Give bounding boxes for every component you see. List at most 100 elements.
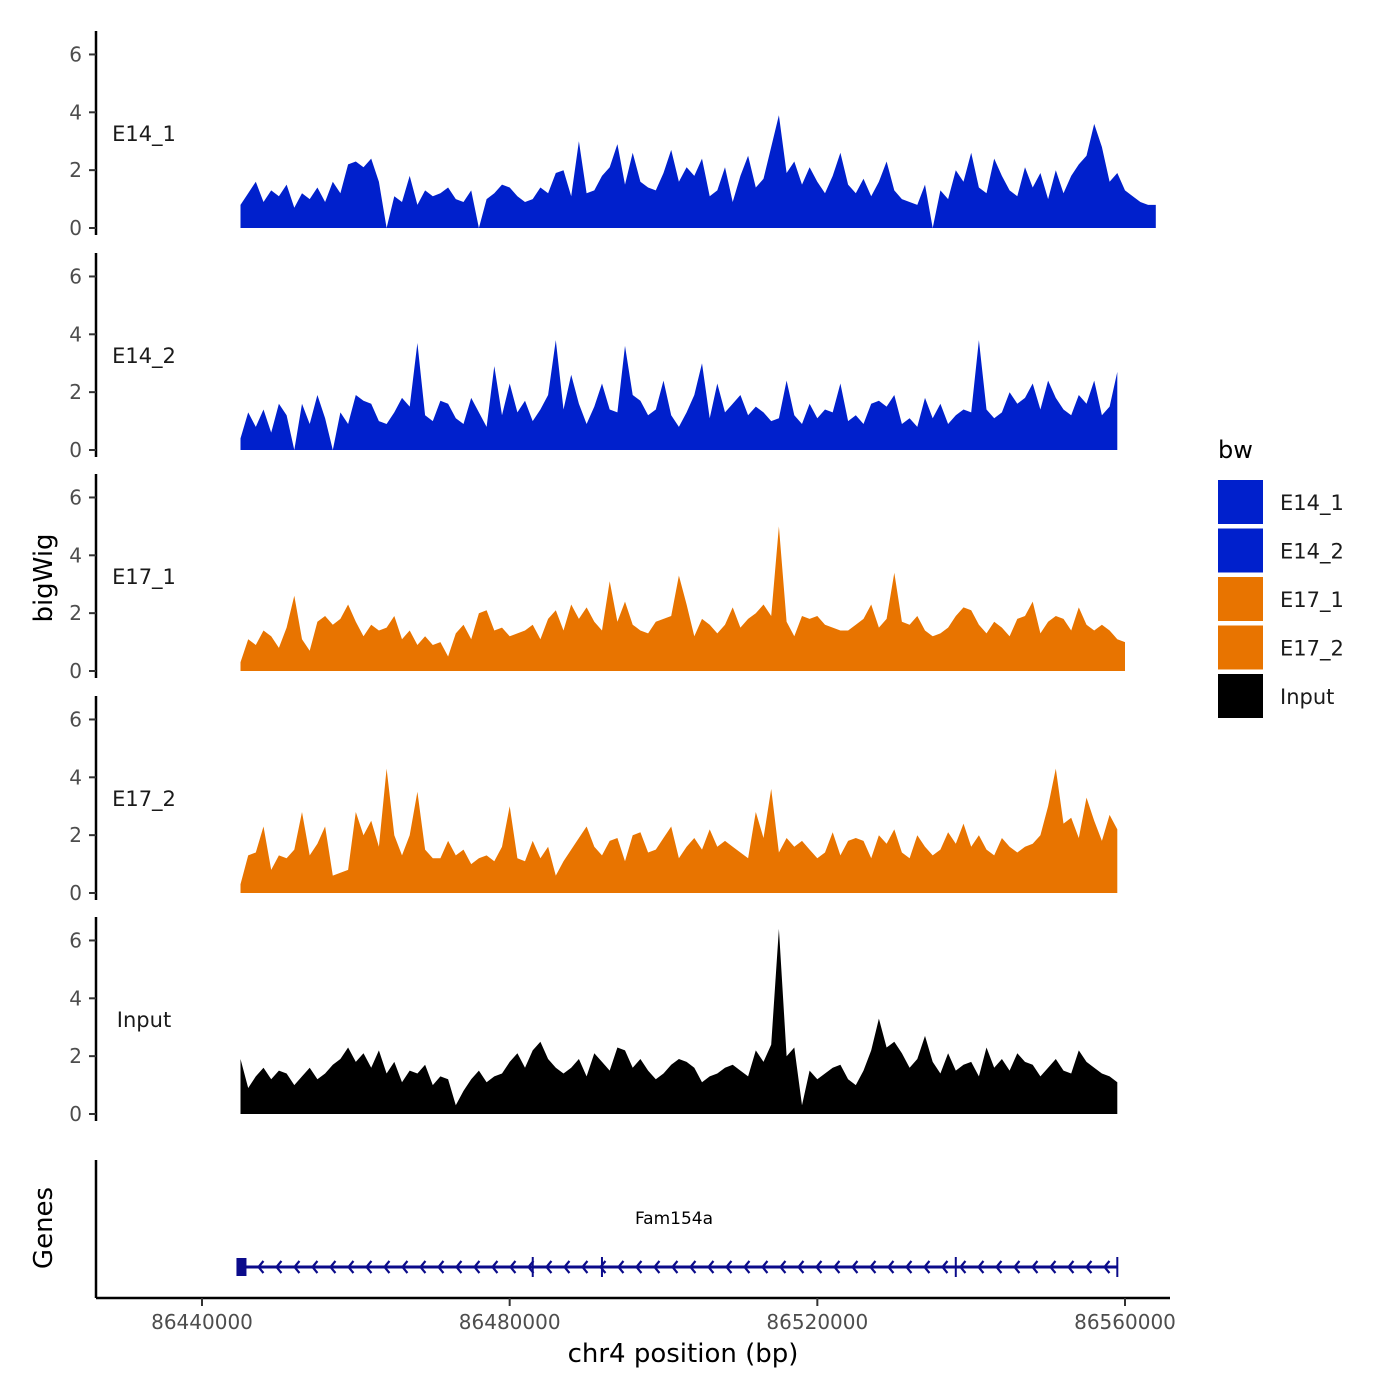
gene-strand-arrow (347, 1260, 355, 1274)
gene-track: Genes Fam154a (29, 1160, 1119, 1298)
track-label: E17_1 (112, 565, 176, 590)
gene-strand-arrow (275, 1260, 283, 1274)
y-tick-label: 0 (69, 659, 82, 683)
gene-strand-arrow (797, 1260, 805, 1274)
y-tick-label: 4 (69, 986, 82, 1010)
x-axis: 86440000 86480000 86520000 86560000 (96, 1296, 1176, 1334)
gene-strand-arrow (941, 1260, 949, 1274)
track-label: E17_2 (112, 787, 176, 812)
signal-area-E14_1 (240, 115, 1156, 228)
gene-strand-arrow (671, 1260, 679, 1274)
legend-label: E14_2 (1280, 540, 1344, 565)
x-axis-title: chr4 position (bp) (568, 1339, 799, 1369)
y-tick-label: 2 (69, 380, 82, 404)
track-E17_1: 0 2 4 6 E17_1 (69, 474, 1125, 683)
y-axis-title: bigWig (29, 533, 59, 622)
y-tick-label: 6 (69, 707, 82, 731)
legend-swatch (1218, 577, 1263, 621)
track-E14_1: 0 2 4 6 E14_1 (69, 31, 1156, 240)
gene-strand-arrow (527, 1260, 535, 1274)
gene-strand-arrow (491, 1260, 499, 1274)
signal-area-E17_1 (240, 526, 1125, 671)
gene-exon-block (236, 1258, 247, 1276)
track-Input: 0 2 4 6 Input (69, 917, 1118, 1126)
gene-strand-arrow (257, 1260, 265, 1274)
gene-strand-arrow (833, 1260, 841, 1274)
gene-strand-arrow (689, 1260, 697, 1274)
gene-strand-arrow (653, 1260, 661, 1274)
gene-strand-arrow (923, 1260, 931, 1274)
gene-model (236, 1257, 1119, 1277)
gene-strand-arrow (581, 1260, 589, 1274)
y-tick-label: 0 (69, 881, 82, 905)
gene-strand-arrow (383, 1260, 391, 1274)
gene-strand-arrow (1013, 1260, 1021, 1274)
track-label: E14_1 (112, 122, 176, 147)
y-tick-label: 4 (69, 543, 82, 567)
track-E17_2: 0 2 4 6 E17_2 (69, 696, 1118, 905)
gene-strand-arrow (977, 1260, 985, 1274)
gene-strand-arrow (563, 1260, 571, 1274)
gene-strand-arrow (545, 1260, 553, 1274)
gene-strand-arrow (455, 1260, 463, 1274)
gene-strand-arrow (509, 1260, 517, 1274)
gene-strand-arrow (419, 1260, 427, 1274)
gene-strand-arrow (599, 1260, 607, 1274)
x-tick-label: 86480000 (459, 1310, 561, 1334)
gene-strand-arrow (311, 1260, 319, 1274)
gene-strand-arrow (779, 1260, 787, 1274)
gene-strand-arrow (635, 1260, 643, 1274)
y-tick-label: 2 (69, 158, 82, 182)
gene-strand-arrow (329, 1260, 337, 1274)
track-label: Input (117, 1008, 171, 1032)
legend: bw E14_1 E14_2 E17_1 E17_2 Input (1218, 436, 1344, 718)
signal-tracks: 0 2 4 6 E14_1 0 2 4 6 E14_2 0 2 4 6 E17_1 0 2 4 6 E17_2 0 2 4 6… (69, 31, 1156, 1126)
legend-label: Input (1280, 685, 1334, 709)
gene-strand-arrow (959, 1260, 967, 1274)
gene-strand-arrow (1031, 1260, 1039, 1274)
track-label: E14_2 (112, 344, 176, 369)
y-tick-label: 6 (69, 264, 82, 288)
x-tick-label: 86560000 (1074, 1310, 1176, 1334)
gene-strand-arrow (869, 1260, 877, 1274)
y-tick-label: 0 (69, 438, 82, 462)
gene-strand-arrow (815, 1260, 823, 1274)
legend-label: E17_2 (1280, 637, 1344, 662)
x-tick-label: 86520000 (766, 1310, 868, 1334)
legend-label: E17_1 (1280, 588, 1344, 613)
track-E14_2: 0 2 4 6 E14_2 (69, 253, 1118, 462)
y-tick-label: 4 (69, 765, 82, 789)
signal-area-Input (240, 928, 1118, 1114)
gene-strand-arrow (437, 1260, 445, 1274)
legend-swatch (1218, 528, 1263, 573)
gene-strand-arrow (1049, 1260, 1057, 1274)
gene-strand-arrow (401, 1260, 409, 1274)
legend-swatch (1218, 674, 1263, 718)
legend-swatch (1218, 480, 1263, 524)
signal-area-E14_2 (240, 340, 1118, 450)
gene-strand-arrow (851, 1260, 859, 1274)
gene-strand-arrow (1085, 1260, 1093, 1274)
gene-strand-arrow (887, 1260, 895, 1274)
y-tick-label: 4 (69, 100, 82, 124)
gene-strand-arrow (743, 1260, 751, 1274)
gene-name-label: Fam154a (635, 1209, 713, 1229)
legend-label: E14_1 (1280, 491, 1344, 516)
gene-strand-arrow (707, 1260, 715, 1274)
gene-strand-arrow (725, 1260, 733, 1274)
y-tick-label: 2 (69, 1044, 82, 1068)
genes-axis-title: Genes (29, 1187, 59, 1269)
y-tick-label: 0 (69, 1102, 82, 1126)
y-tick-label: 2 (69, 823, 82, 847)
gene-strand-arrow (365, 1260, 373, 1274)
legend-title: bw (1218, 436, 1253, 464)
gene-strand-arrow (905, 1260, 913, 1274)
y-tick-label: 6 (69, 42, 82, 66)
gene-strand-arrow (1103, 1260, 1111, 1274)
legend-swatch (1218, 625, 1263, 670)
gene-strand-arrow (1067, 1260, 1075, 1274)
y-tick-label: 6 (69, 928, 82, 952)
gene-strand-arrow (995, 1260, 1003, 1274)
y-tick-label: 4 (69, 322, 82, 346)
